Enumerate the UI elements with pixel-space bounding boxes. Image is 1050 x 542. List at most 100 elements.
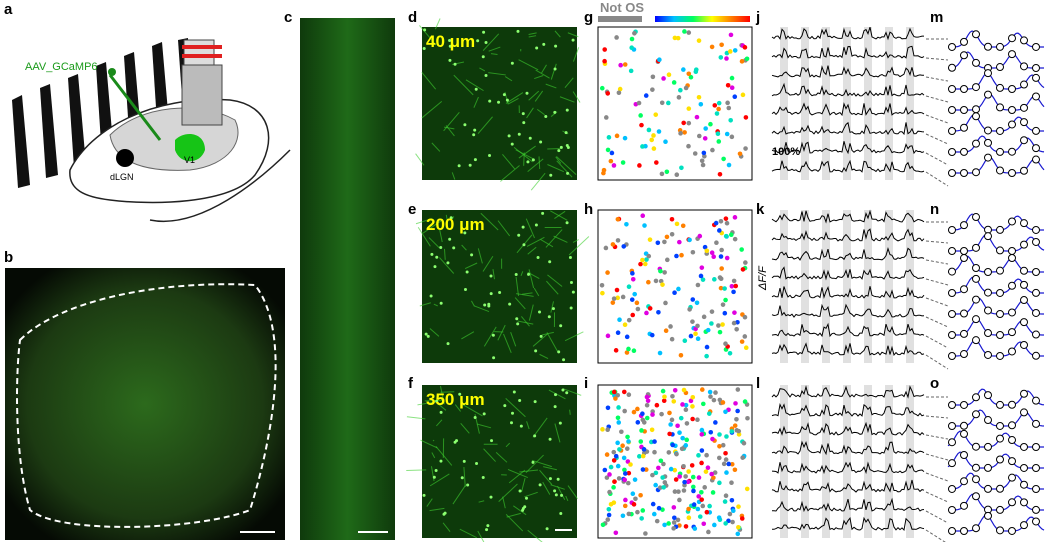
response-point [984, 329, 992, 338]
bouton [517, 233, 521, 237]
response-point [1020, 80, 1028, 89]
panel-label: h [584, 201, 593, 218]
neurite [473, 96, 479, 108]
bouton [521, 112, 525, 116]
not-os-label: Not OS [600, 0, 644, 15]
response-point [1020, 62, 1028, 71]
neurite [428, 237, 440, 249]
connector [925, 510, 949, 524]
response-point [1008, 254, 1016, 263]
cell [651, 146, 657, 151]
neurite [500, 165, 520, 182]
bouton [523, 505, 527, 509]
neurite [477, 530, 485, 542]
bouton [439, 245, 443, 249]
cell [714, 111, 720, 116]
neurite [546, 332, 558, 352]
response-point [960, 147, 968, 156]
depth-label: 350 μm [426, 390, 485, 409]
cell [639, 516, 644, 521]
cell [720, 400, 726, 405]
cell [625, 434, 630, 440]
cell [735, 387, 741, 392]
neurite [554, 30, 561, 38]
response-point [1032, 225, 1040, 234]
trace [771, 121, 925, 136]
cell [660, 282, 665, 287]
neurite [492, 269, 495, 280]
cell [733, 401, 738, 406]
cell [614, 35, 619, 40]
cell [605, 333, 611, 339]
bouton [533, 434, 537, 438]
neurite [421, 72, 437, 90]
bouton [430, 252, 434, 256]
cell [600, 427, 605, 432]
cell [742, 334, 748, 339]
neurite [550, 63, 557, 80]
cell [640, 411, 645, 417]
cell [681, 463, 686, 469]
cell [723, 457, 729, 462]
bouton [544, 115, 548, 119]
response-point [948, 85, 956, 93]
bouton [489, 495, 493, 499]
cell [660, 475, 665, 480]
response-point [960, 400, 968, 409]
cell [622, 135, 628, 141]
response-point [948, 247, 956, 255]
cell [740, 92, 746, 98]
cell [717, 432, 722, 437]
bouton [497, 100, 501, 104]
neurite [564, 77, 574, 89]
cell [613, 453, 619, 459]
cell [678, 353, 684, 358]
neurite [572, 91, 581, 103]
cell [615, 440, 620, 446]
cell [700, 401, 706, 407]
cell [622, 503, 628, 509]
neurites [406, 18, 590, 542]
neurite [417, 226, 431, 247]
cell [684, 437, 690, 443]
response-point [1020, 36, 1028, 45]
response-point [996, 400, 1004, 409]
neurite [471, 300, 475, 307]
cell [675, 35, 681, 41]
response-point [1032, 288, 1040, 297]
cell [654, 160, 659, 165]
neurite [480, 212, 499, 231]
response-point [1020, 521, 1028, 530]
cell [615, 295, 620, 301]
panel-label: j [755, 9, 760, 26]
response-point [1020, 442, 1028, 451]
cell [617, 317, 622, 323]
stim-band [801, 27, 809, 180]
trace [772, 516, 925, 532]
cell [696, 475, 702, 480]
cell [618, 62, 623, 68]
cell [638, 261, 643, 267]
cell [622, 467, 627, 473]
neurite [477, 248, 483, 264]
response-point [996, 434, 1004, 443]
cell [690, 474, 696, 480]
cell [744, 486, 750, 492]
response-point [1032, 443, 1040, 451]
cell [709, 321, 714, 326]
cell [743, 260, 748, 265]
response-point [972, 168, 980, 177]
cell [696, 38, 702, 43]
neurite [476, 423, 492, 429]
response-point [948, 169, 956, 177]
cell [717, 444, 722, 449]
response-point [1020, 166, 1028, 175]
bouton [435, 399, 439, 403]
cell [723, 297, 728, 303]
cell [628, 462, 633, 467]
v1-label: V1 [184, 155, 195, 165]
neurite [429, 328, 440, 337]
cell [709, 250, 715, 255]
neurite [505, 514, 524, 532]
cell [721, 156, 726, 162]
